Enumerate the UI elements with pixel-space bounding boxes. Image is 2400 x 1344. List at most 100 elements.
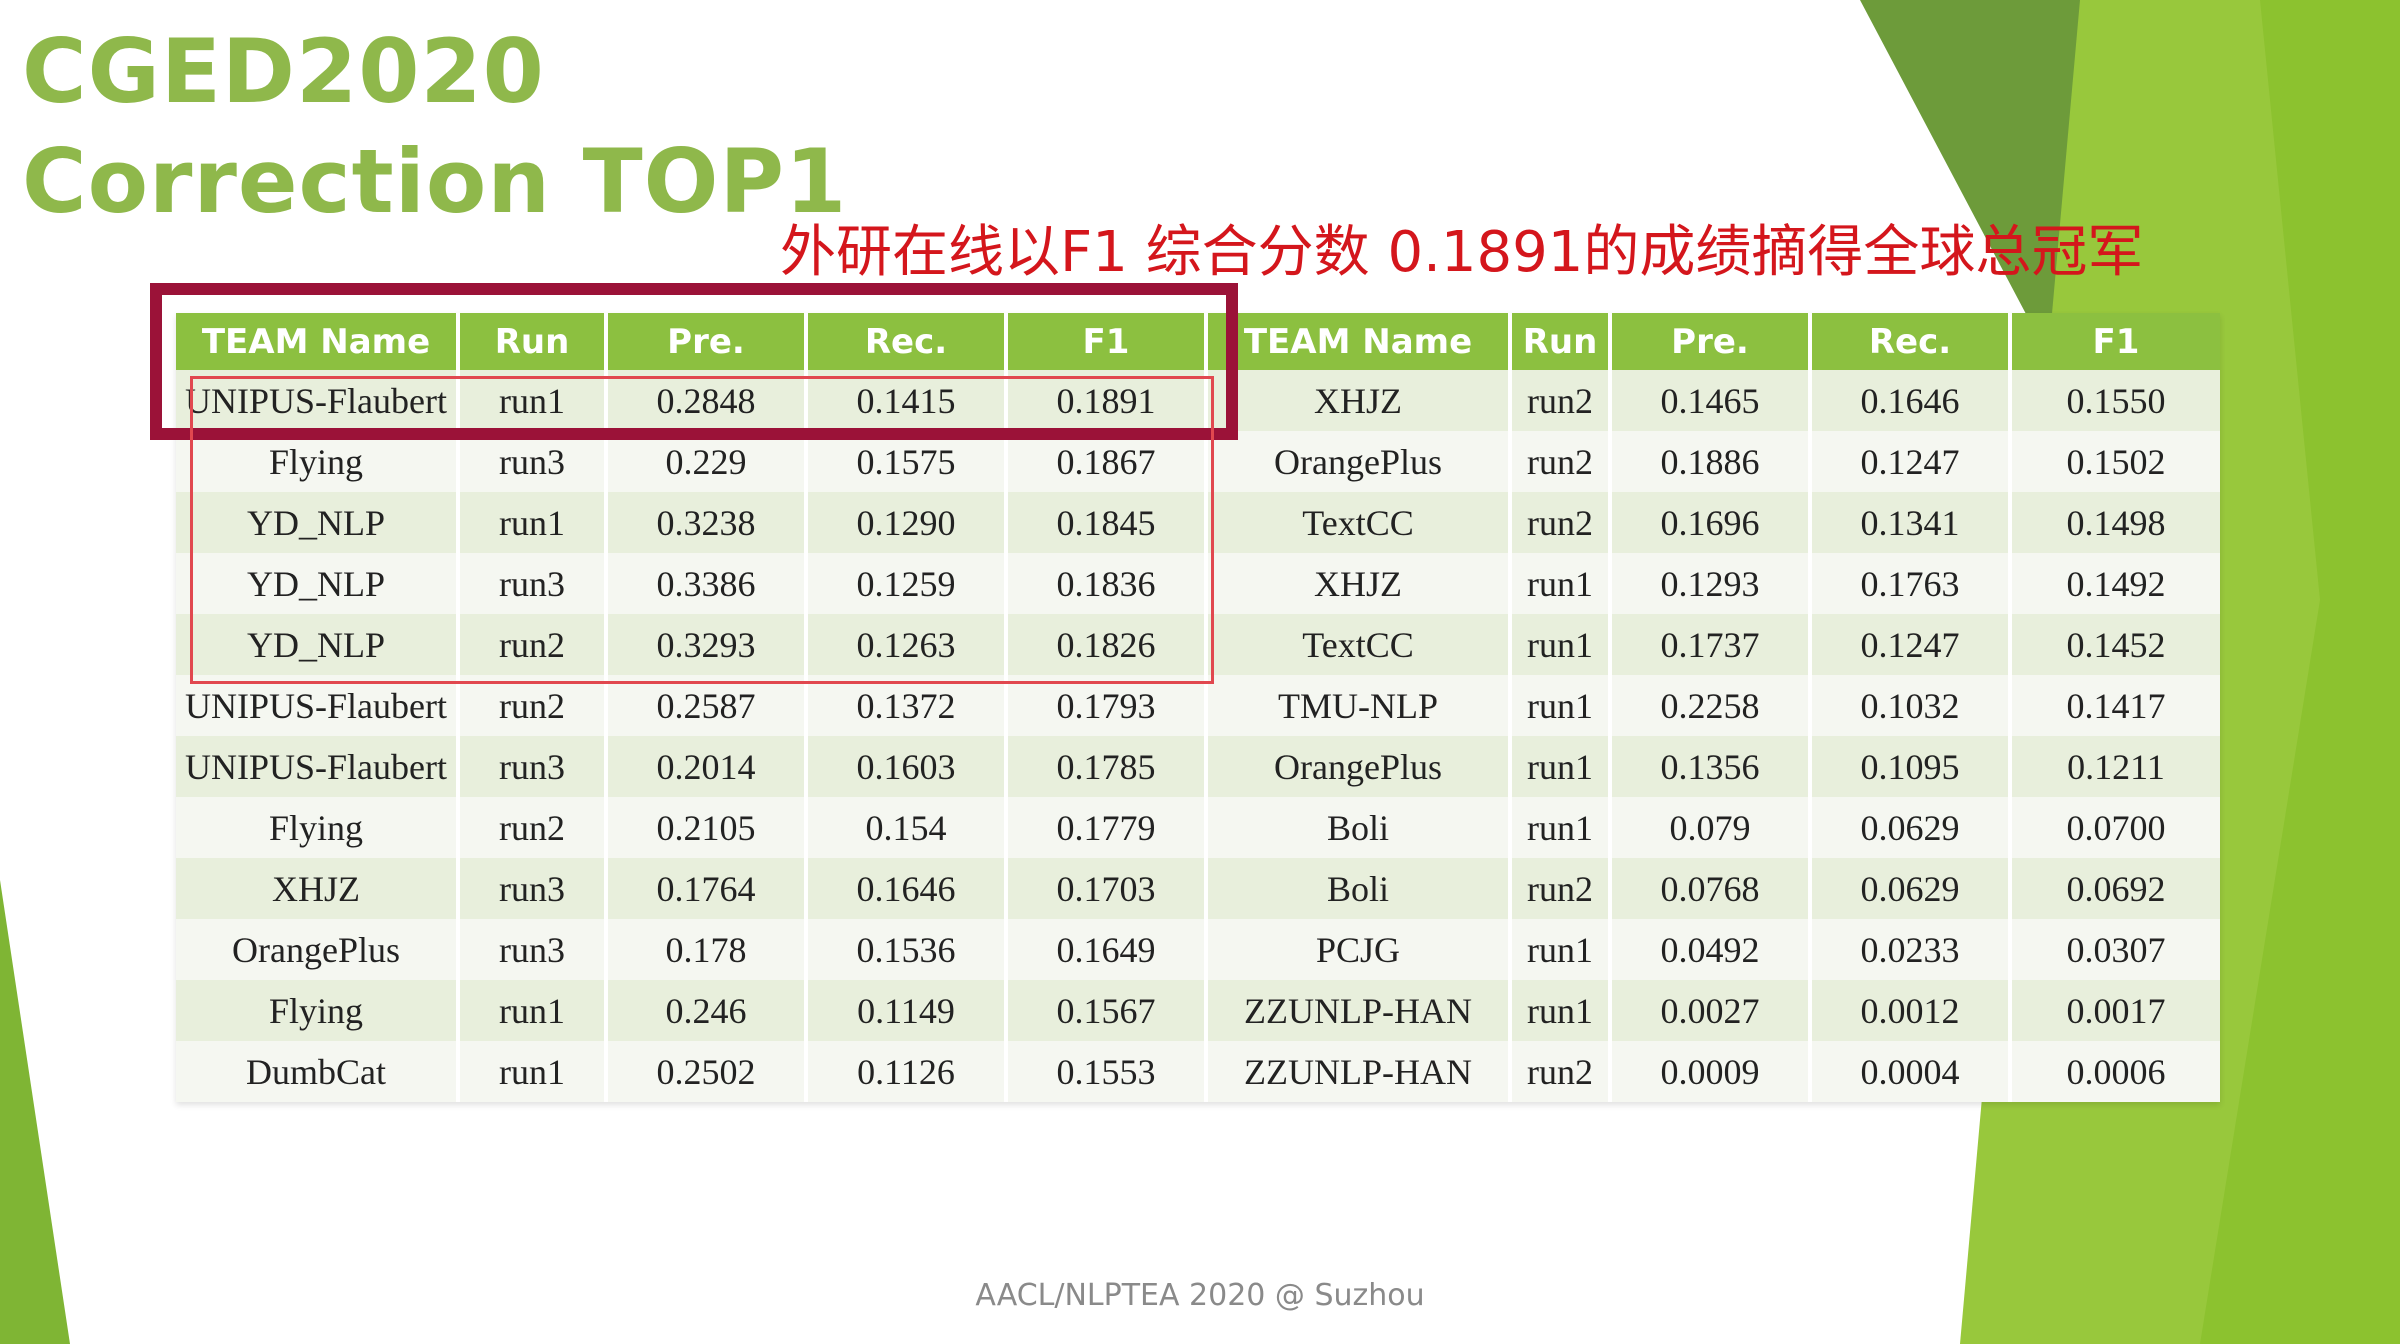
table-cell: run1 bbox=[1512, 553, 1612, 614]
slide-footer: AACL/NLPTEA 2020 @ Suzhou bbox=[975, 1278, 1425, 1313]
table-cell: 0.1826 bbox=[1008, 614, 1208, 675]
table-cell: 0.1553 bbox=[1008, 1041, 1208, 1102]
table-cell: TMU-NLP bbox=[1208, 675, 1512, 736]
table-cell: run1 bbox=[460, 370, 608, 431]
table-cell: ZZUNLP-HAN bbox=[1208, 980, 1512, 1041]
table-cell: 0.1126 bbox=[808, 1041, 1008, 1102]
column-header: TEAM Name bbox=[1208, 313, 1512, 370]
table-cell: run1 bbox=[1512, 797, 1612, 858]
table-cell: 0.0017 bbox=[2012, 980, 2220, 1041]
column-header: Rec. bbox=[1812, 313, 2012, 370]
table-row: XHJZ run3 0.1764 0.1646 0.1703 Boli run2 0.0768… bbox=[176, 858, 2220, 919]
table-cell: 0.1536 bbox=[808, 919, 1008, 980]
table-cell: 0.1492 bbox=[2012, 553, 2220, 614]
table-cell: 0.1465 bbox=[1612, 370, 1812, 431]
table-row: Flying run2 0.2105 0.154 0.1779 Boli run1 0.079… bbox=[176, 797, 2220, 858]
table-cell: 0.3293 bbox=[608, 614, 808, 675]
table-cell: Flying bbox=[176, 431, 460, 492]
table-cell: 0.1247 bbox=[1812, 614, 2012, 675]
table-cell: OrangePlus bbox=[176, 919, 460, 980]
table-row: UNIPUS-Flaubert run2 0.2587 0.1372 0.1793 TMU… bbox=[176, 675, 2220, 736]
table-cell: 0.1646 bbox=[1812, 370, 2012, 431]
table-cell: 0.1263 bbox=[808, 614, 1008, 675]
column-header: TEAM Name bbox=[176, 313, 460, 370]
table-cell: 0.3238 bbox=[608, 492, 808, 553]
table-cell: run1 bbox=[1512, 736, 1612, 797]
table-cell: 0.1793 bbox=[1008, 675, 1208, 736]
table-cell: run2 bbox=[460, 675, 608, 736]
table-cell: OrangePlus bbox=[1208, 431, 1512, 492]
table-body: UNIPUS-Flaubert run1 0.2848 0.1415 0.1891 XHJ… bbox=[176, 370, 2220, 1102]
table-cell: YD_NLP bbox=[176, 614, 460, 675]
table-cell: 0.1649 bbox=[1008, 919, 1208, 980]
table-row: YD_NLP run2 0.3293 0.1263 0.1826 TextCC run1 0.… bbox=[176, 614, 2220, 675]
table-cell: 0.1415 bbox=[808, 370, 1008, 431]
table-cell: 0.0307 bbox=[2012, 919, 2220, 980]
table-cell: 0.1502 bbox=[2012, 431, 2220, 492]
right-bright-green-shape bbox=[2200, 0, 2400, 1344]
table-cell: 0.0629 bbox=[1812, 797, 2012, 858]
column-header: F1 bbox=[1008, 313, 1208, 370]
table-cell: 0.0629 bbox=[1812, 858, 2012, 919]
table-row: UNIPUS-Flaubert run1 0.2848 0.1415 0.1891 XHJ… bbox=[176, 370, 2220, 431]
table-cell: run3 bbox=[460, 431, 608, 492]
table-cell: 0.1032 bbox=[1812, 675, 2012, 736]
table-cell: 0.0492 bbox=[1612, 919, 1812, 980]
results-table-container: TEAM Name Run Pre. Rec. F1 TEAM Name Run Pre. Re… bbox=[176, 313, 2220, 1102]
top5-highlight-box bbox=[190, 376, 1214, 684]
table-cell: 0.0006 bbox=[2012, 1041, 2220, 1102]
table-cell: 0.1763 bbox=[1812, 553, 2012, 614]
table-cell: 0.1696 bbox=[1612, 492, 1812, 553]
title-line-2: Correction TOP1 bbox=[22, 130, 848, 233]
table-cell: 0.2258 bbox=[1612, 675, 1812, 736]
table-cell: 0.1341 bbox=[1812, 492, 2012, 553]
table-cell: 0.1785 bbox=[1008, 736, 1208, 797]
column-header: Pre. bbox=[608, 313, 808, 370]
table-cell: 0.1372 bbox=[808, 675, 1008, 736]
table-cell: 0.0768 bbox=[1612, 858, 1812, 919]
table-cell: run2 bbox=[460, 797, 608, 858]
table-cell: 0.1891 bbox=[1008, 370, 1208, 431]
table-cell: UNIPUS-Flaubert bbox=[176, 675, 460, 736]
table-cell: Flying bbox=[176, 980, 460, 1041]
table-cell: UNIPUS-Flaubert bbox=[176, 736, 460, 797]
table-cell: 0.1567 bbox=[1008, 980, 1208, 1041]
column-header: Run bbox=[460, 313, 608, 370]
table-cell: OrangePlus bbox=[1208, 736, 1512, 797]
table-cell: 0.1703 bbox=[1008, 858, 1208, 919]
table-cell: 0.1452 bbox=[2012, 614, 2220, 675]
table-cell: 0.1259 bbox=[808, 553, 1008, 614]
table-cell: run1 bbox=[460, 980, 608, 1041]
table-cell: 0.0004 bbox=[1812, 1041, 2012, 1102]
table-cell: run3 bbox=[460, 858, 608, 919]
table-cell: run1 bbox=[1512, 919, 1612, 980]
table-cell: 0.2014 bbox=[608, 736, 808, 797]
table-cell: 0.0012 bbox=[1812, 980, 2012, 1041]
table-cell: 0.246 bbox=[608, 980, 808, 1041]
table-cell: TextCC bbox=[1208, 614, 1512, 675]
table-cell: Boli bbox=[1208, 858, 1512, 919]
table-cell: 0.2587 bbox=[608, 675, 808, 736]
table-cell: PCJG bbox=[1208, 919, 1512, 980]
table-cell: 0.1149 bbox=[808, 980, 1008, 1041]
table-cell: run3 bbox=[460, 736, 608, 797]
table-cell: run2 bbox=[1512, 1041, 1612, 1102]
table-cell: XHJZ bbox=[1208, 370, 1512, 431]
table-cell: DumbCat bbox=[176, 1041, 460, 1102]
table-cell: 0.1764 bbox=[608, 858, 808, 919]
table-cell: 0.1575 bbox=[808, 431, 1008, 492]
left-green-triangle bbox=[0, 880, 70, 1344]
table-cell: 0.154 bbox=[808, 797, 1008, 858]
table-cell: run3 bbox=[460, 919, 608, 980]
table-cell: 0.079 bbox=[1612, 797, 1812, 858]
table-cell: 0.1356 bbox=[1612, 736, 1812, 797]
results-table: TEAM Name Run Pre. Rec. F1 TEAM Name Run Pre. Re… bbox=[176, 313, 2220, 1102]
table-cell: 0.1290 bbox=[808, 492, 1008, 553]
table-cell: 0.1293 bbox=[1612, 553, 1812, 614]
table-row: UNIPUS-Flaubert run3 0.2014 0.1603 0.1785 Ora… bbox=[176, 736, 2220, 797]
table-cell: 0.1845 bbox=[1008, 492, 1208, 553]
table-cell: run2 bbox=[1512, 492, 1612, 553]
table-cell: 0.1498 bbox=[2012, 492, 2220, 553]
table-cell: run3 bbox=[460, 553, 608, 614]
slide-title: CGED2020 Correction TOP1 bbox=[22, 28, 847, 226]
